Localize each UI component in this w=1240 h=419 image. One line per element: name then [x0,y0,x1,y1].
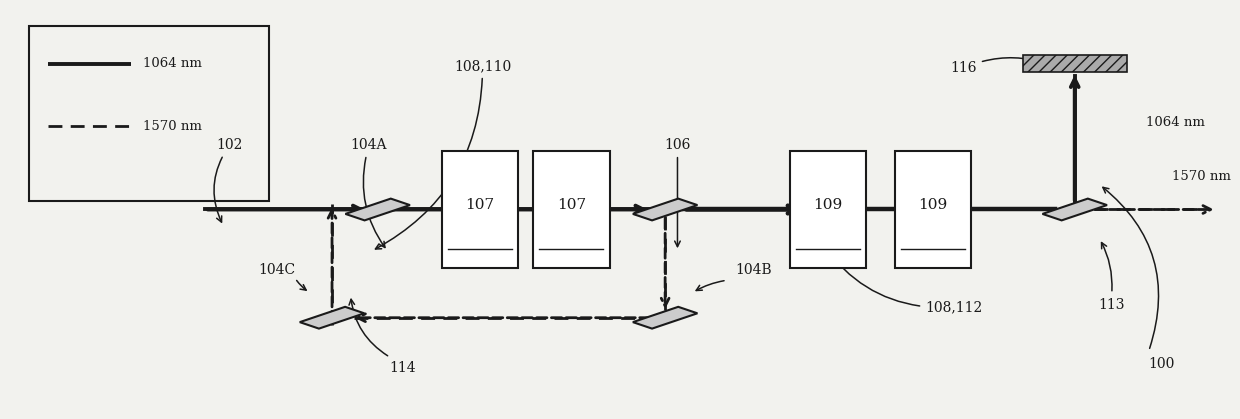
Text: 104A: 104A [351,138,387,248]
Text: 102: 102 [215,138,243,222]
Text: 106: 106 [665,138,691,247]
Polygon shape [632,199,697,220]
Text: 100: 100 [1148,357,1174,370]
Text: 1570 nm: 1570 nm [144,120,202,133]
FancyBboxPatch shape [894,151,971,268]
Text: 1570 nm: 1570 nm [1172,170,1231,183]
FancyBboxPatch shape [441,151,518,268]
Bar [1023,55,1127,72]
Polygon shape [300,307,365,328]
Text: 104B: 104B [735,263,773,277]
Text: 108,112: 108,112 [825,246,982,314]
Text: 1064 nm: 1064 nm [1146,116,1205,129]
FancyBboxPatch shape [29,26,269,201]
FancyBboxPatch shape [533,151,610,268]
Text: 113: 113 [1099,298,1125,312]
FancyBboxPatch shape [790,151,867,268]
Text: 116: 116 [950,58,1045,75]
Polygon shape [1043,199,1107,220]
Text: 107: 107 [557,198,587,212]
Polygon shape [632,307,697,328]
Text: 1064 nm: 1064 nm [144,57,202,70]
Text: 104C: 104C [258,263,295,277]
Text: 109: 109 [813,198,843,212]
Text: 108,110: 108,110 [376,59,511,249]
Text: 107: 107 [465,198,495,212]
Polygon shape [346,199,410,220]
Text: 114: 114 [389,362,415,375]
Text: 109: 109 [919,198,947,212]
